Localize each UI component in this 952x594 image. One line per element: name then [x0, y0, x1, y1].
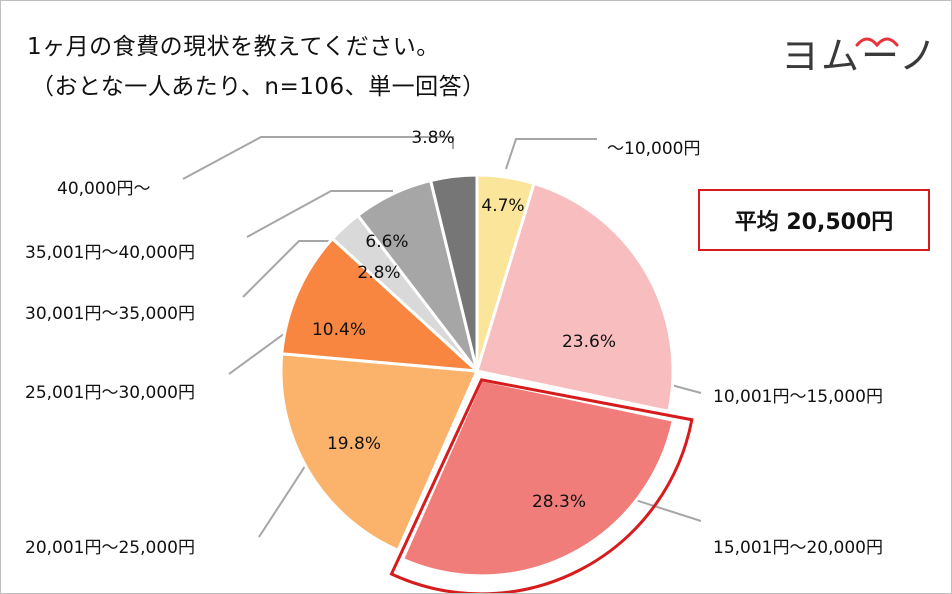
pie-slice — [279, 352, 480, 553]
leader-line — [182, 136, 454, 180]
value-labels: 4.7% 23.6% 28.3% 19.8% 10.4% 2.8% 6.6% 3.8% — [312, 128, 616, 512]
value-label: 6.6% — [365, 232, 408, 252]
average-box: 平均 20,500円 — [698, 189, 930, 251]
category-label: 15,001円〜20,000円 — [713, 538, 883, 558]
highlight-outline — [389, 378, 694, 593]
category-label: 30,001円〜35,000円 — [25, 304, 195, 324]
pie-slice — [280, 236, 482, 373]
pie-slice — [428, 173, 479, 372]
category-label: 〜10,000円 — [607, 139, 700, 159]
value-label: 23.6% — [562, 332, 616, 352]
brand-logo: ヨムーノ — [781, 25, 937, 83]
category-label: 40,000円〜 — [57, 179, 150, 199]
pie-slice — [400, 378, 676, 578]
value-label: 3.8% — [411, 128, 454, 148]
leader-line — [246, 190, 393, 238]
highlight-outline-path — [389, 378, 694, 593]
logo-accent-icon — [855, 37, 899, 48]
category-label: 10,001円〜15,000円 — [713, 387, 883, 407]
value-label: 28.3% — [532, 492, 586, 512]
category-label: 35,001円〜40,000円 — [25, 243, 195, 263]
category-labels: 〜10,000円 10,001円〜15,000円 15,001円〜20,000円 20… — [25, 139, 883, 558]
leader-line — [505, 138, 597, 170]
category-label: 20,001円〜25,000円 — [25, 538, 195, 558]
value-label: 10.4% — [312, 320, 366, 340]
value-label: 2.8% — [357, 263, 400, 283]
pie-slice — [475, 181, 675, 414]
value-label: 4.7% — [481, 196, 524, 216]
chart-title-line1: 1ヶ月の食費の現状を教えてください。 — [27, 34, 440, 60]
value-label: 19.8% — [327, 434, 381, 454]
pie-slices — [279, 173, 676, 578]
category-label: 25,001円〜30,000円 — [25, 383, 195, 403]
chart-title-line2: （おとな一人あたり、n=106、単一回答） — [31, 74, 486, 100]
leader-line — [258, 456, 312, 538]
